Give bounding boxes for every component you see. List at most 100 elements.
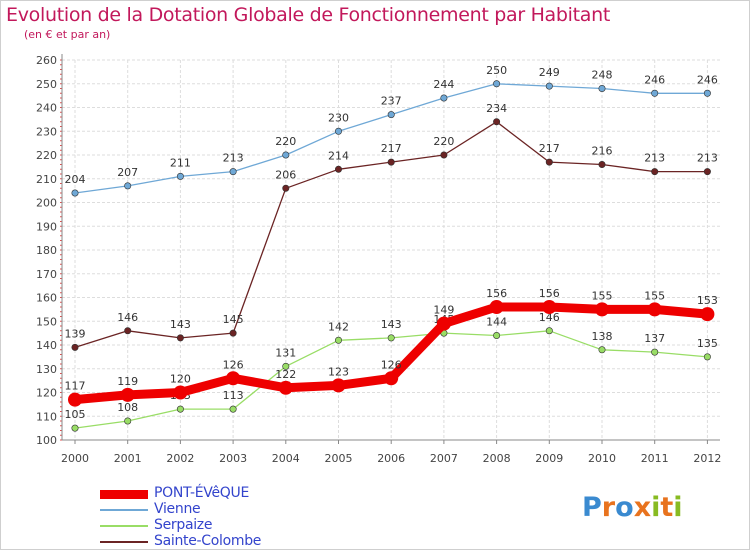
data-point xyxy=(387,334,395,342)
y-tick-label: 130 xyxy=(36,363,57,376)
data-point xyxy=(176,334,184,342)
data-point xyxy=(700,307,715,322)
y-tick-label: 160 xyxy=(36,292,57,305)
data-label: 220 xyxy=(433,135,454,148)
data-point xyxy=(334,165,342,173)
logo-letter: i xyxy=(673,492,683,523)
legend-item-serpaize: Serpaize xyxy=(100,517,320,534)
data-label: 138 xyxy=(592,330,613,343)
legend-item-pont-eveque: PONT-ÉVêQUE xyxy=(100,485,320,502)
x-tick-label: 2007 xyxy=(430,452,458,465)
data-label: 142 xyxy=(328,320,349,333)
data-label: 246 xyxy=(644,73,665,86)
data-label: 155 xyxy=(592,289,613,302)
x-tick-label: 2002 xyxy=(166,452,194,465)
data-label: 149 xyxy=(433,304,454,317)
y-tick-label: 110 xyxy=(36,410,57,423)
x-tick-label: 2010 xyxy=(588,452,616,465)
data-label: 249 xyxy=(539,66,560,79)
data-point xyxy=(545,82,553,90)
chart-subtitle: (en € et par an) xyxy=(24,28,111,41)
data-label: 105 xyxy=(65,408,86,421)
data-point xyxy=(120,387,135,402)
data-point xyxy=(703,89,711,97)
data-label: 213 xyxy=(644,152,665,165)
data-point xyxy=(282,362,290,370)
data-point xyxy=(387,111,395,119)
data-label: 204 xyxy=(65,173,86,186)
data-point xyxy=(384,371,399,386)
y-tick-label: 190 xyxy=(36,220,57,233)
data-label: 144 xyxy=(486,316,507,329)
data-point xyxy=(598,346,606,354)
data-point xyxy=(489,300,504,314)
data-point xyxy=(703,168,711,176)
legend-item-sainte-colombe: Sainte-Colombe xyxy=(100,533,320,550)
legend-label: Sainte-Colombe xyxy=(154,533,262,549)
y-tick-label: 260 xyxy=(36,54,57,67)
y-tick-label: 200 xyxy=(36,197,57,210)
data-label: 126 xyxy=(223,358,244,371)
data-label: 146 xyxy=(117,311,138,324)
y-tick-label: 220 xyxy=(36,149,57,162)
data-label: 237 xyxy=(381,95,402,108)
legend-label: PONT-ÉVêQUE xyxy=(154,485,250,501)
data-label: 135 xyxy=(697,337,718,350)
data-label: 220 xyxy=(275,135,296,148)
logo-letter: P xyxy=(582,492,602,523)
x-tick-label: 2001 xyxy=(114,452,142,465)
data-label: 230 xyxy=(328,111,349,124)
data-label: 122 xyxy=(275,368,296,381)
data-point xyxy=(278,380,293,395)
logo-letter: r xyxy=(601,492,616,523)
data-point xyxy=(176,172,184,180)
x-tick-label: 2003 xyxy=(219,452,247,465)
data-label: 250 xyxy=(486,64,507,77)
x-tick-label: 2000 xyxy=(61,452,89,465)
logo-letter: x xyxy=(633,492,652,523)
data-label: 207 xyxy=(117,166,138,179)
x-tick-label: 2008 xyxy=(483,452,511,465)
data-point xyxy=(331,378,346,393)
x-tick-label: 2006 xyxy=(377,452,405,465)
logo-letter: o xyxy=(615,492,634,523)
data-label: 244 xyxy=(433,78,454,91)
y-tick-label: 100 xyxy=(36,434,57,447)
legend-swatch-vienne xyxy=(100,509,148,511)
y-tick-label: 170 xyxy=(36,268,57,281)
legend-label: Serpaize xyxy=(154,517,213,533)
data-point xyxy=(282,184,290,192)
proxiti-logo: Proxiti xyxy=(582,492,683,523)
logo-letter: t xyxy=(660,492,674,523)
data-point xyxy=(440,94,448,102)
data-label: 217 xyxy=(539,142,560,155)
data-point xyxy=(229,329,237,337)
data-label: 156 xyxy=(539,287,560,300)
data-point xyxy=(542,300,557,314)
data-label: 117 xyxy=(65,380,86,393)
data-point xyxy=(173,385,188,400)
data-label: 155 xyxy=(644,289,665,302)
data-label: 213 xyxy=(697,152,718,165)
data-point xyxy=(493,118,501,126)
data-point xyxy=(493,80,501,88)
data-label: 217 xyxy=(381,142,402,155)
x-tick-label: 2009 xyxy=(535,452,563,465)
data-label: 153 xyxy=(697,294,718,307)
data-label: 143 xyxy=(381,318,402,331)
data-point xyxy=(493,331,501,339)
data-label: 113 xyxy=(223,389,244,402)
y-tick-label: 150 xyxy=(36,315,57,328)
data-point xyxy=(71,189,79,197)
data-label: 131 xyxy=(275,346,296,359)
data-point xyxy=(226,371,241,386)
y-tick-label: 230 xyxy=(36,125,57,138)
y-tick-label: 120 xyxy=(36,387,57,400)
data-point xyxy=(229,405,237,413)
data-point xyxy=(68,392,82,407)
data-point xyxy=(598,85,606,93)
legend: PONT-ÉVêQUE Vienne Serpaize Sainte-Colom… xyxy=(100,485,320,550)
data-point xyxy=(334,336,342,344)
data-label: 137 xyxy=(644,332,665,345)
